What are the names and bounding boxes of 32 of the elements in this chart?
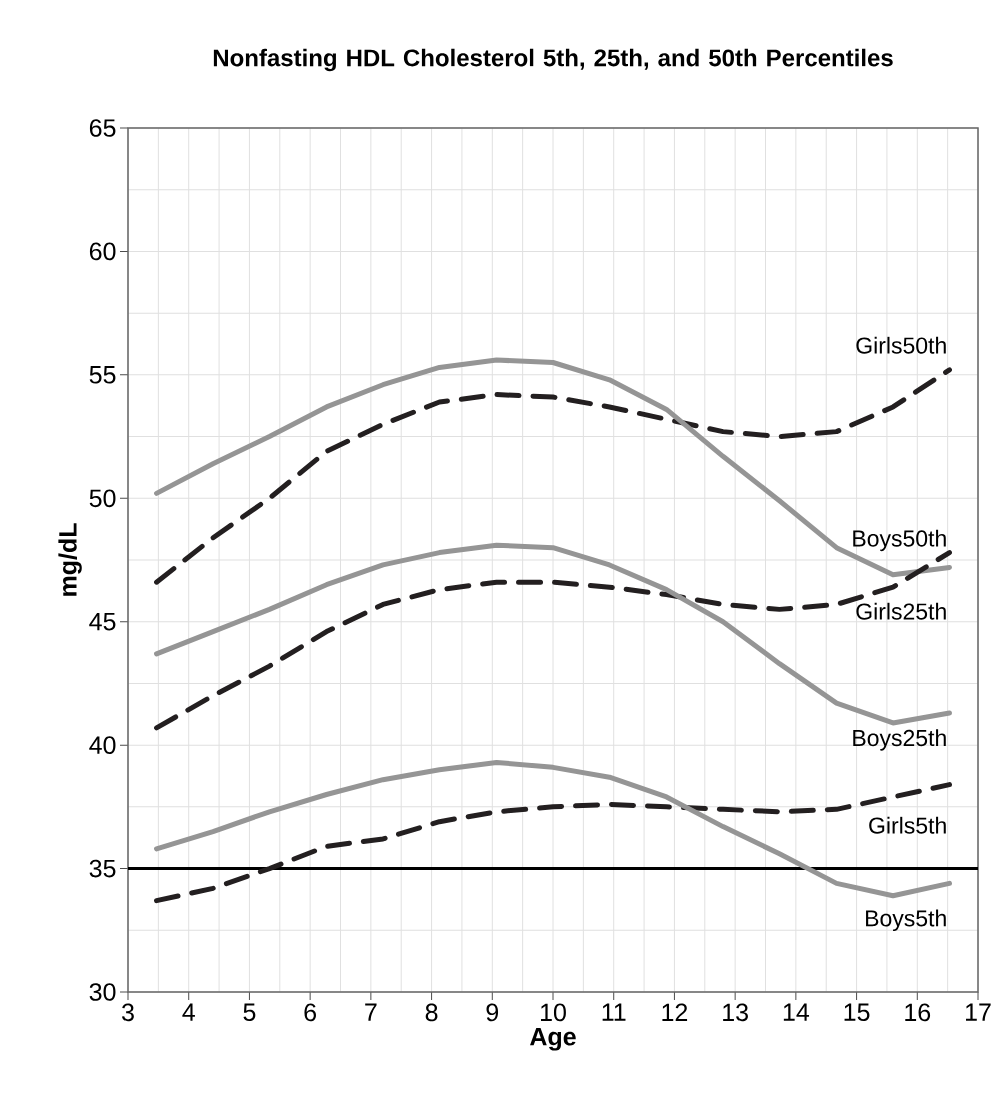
y-tick-label: 40 [89, 736, 116, 754]
x-tick-label: 16 [905, 1003, 931, 1022]
x-tick-label: 10 [541, 1003, 566, 1022]
y-axis-title: mg/dL [58, 523, 82, 596]
y-tick-label: 35 [89, 859, 116, 878]
series-label: Girls25th [856, 602, 946, 620]
series-label: Girls5th [869, 816, 946, 834]
x-tick-label: 13 [723, 1003, 748, 1022]
chart-title: Nonfasting HDL Cholesterol 5th, 25th, and 50th Percentiles [213, 48, 893, 72]
x-tick-label: 15 [844, 1003, 870, 1021]
x-tick-label: 8 [425, 1003, 438, 1022]
x-tick-label: 6 [304, 1003, 316, 1022]
x-tick-label: 14 [783, 1003, 810, 1021]
y-tick-label: 55 [89, 366, 116, 384]
series-label: Boys25th [853, 729, 946, 751]
series-label: Boys5th [866, 909, 946, 932]
series-label: Girls50th [856, 336, 946, 354]
x-tick-label: 11 [602, 1003, 626, 1021]
y-tick-label: 60 [89, 242, 116, 261]
y-tick-label: 30 [89, 983, 116, 1001]
y-tick-label: 65 [89, 119, 116, 137]
x-tick-label: 3 [122, 1003, 134, 1022]
x-tick-label: 12 [662, 1003, 688, 1021]
series-label: Boys50th [853, 529, 946, 552]
y-tick-label: 50 [89, 489, 116, 508]
y-tick-label: 45 [89, 612, 116, 631]
x-axis-title: Age [530, 1028, 576, 1051]
x-tick-label: 5 [243, 1003, 256, 1021]
x-tick-label: 17 [966, 1003, 991, 1021]
x-tick-label: 9 [486, 1003, 499, 1022]
x-tick-label: 7 [365, 1003, 377, 1021]
x-tick-label: 4 [182, 1003, 195, 1021]
